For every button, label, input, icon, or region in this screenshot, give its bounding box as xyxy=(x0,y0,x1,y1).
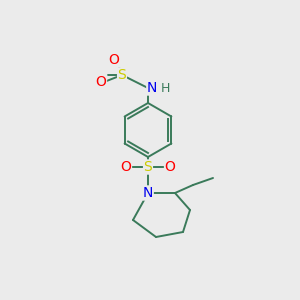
Text: O: O xyxy=(109,53,119,67)
Text: S: S xyxy=(118,68,126,82)
Text: H: H xyxy=(160,82,170,94)
Text: O: O xyxy=(96,75,106,89)
Text: N: N xyxy=(143,186,153,200)
Text: S: S xyxy=(144,160,152,174)
Text: O: O xyxy=(165,160,176,174)
Text: O: O xyxy=(121,160,131,174)
Text: N: N xyxy=(147,81,157,95)
